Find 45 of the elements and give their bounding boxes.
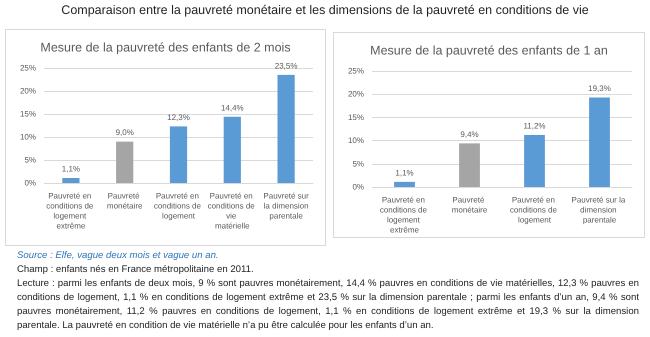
x-tick-label: Pauvreté en conditions de logement extrême	[380, 196, 430, 234]
y-tick-label: 20%	[20, 86, 36, 96]
bar	[116, 142, 134, 183]
data-label: 1,1%	[62, 164, 80, 174]
data-label: 9,0%	[116, 128, 134, 138]
y-tick-label: 10%	[20, 132, 36, 142]
data-label: 19,3%	[588, 84, 611, 93]
data-label: 14,4%	[220, 103, 244, 112]
bar	[62, 178, 80, 183]
y-tick-label: 5%	[24, 156, 36, 164]
bar	[224, 116, 241, 183]
text: Champ : enfants nés en France métropolitaine en 2011.	[17, 263, 255, 277]
x-tick-label: Pauvreté monétaire	[106, 192, 144, 210]
x-tick-label: Pauvreté en conditions de logement	[510, 196, 560, 224]
data-label: 1,1%	[395, 168, 414, 178]
y-tick-label: 15%	[348, 112, 364, 122]
bar	[524, 135, 545, 187]
x-tick-label: Pauvreté en conditions de logement	[154, 192, 204, 220]
bar	[394, 182, 415, 187]
x-tick-label: Pauvreté en conditions de vie matérielle	[208, 192, 257, 230]
y-tick-label: 0%	[24, 178, 36, 188]
bar	[170, 126, 188, 183]
bar	[277, 74, 295, 183]
y-tick-label: 10%	[348, 136, 364, 146]
data-label: 11,2%	[523, 122, 546, 131]
x-tick-label: Pauvreté en conditions de logement extrême	[46, 192, 96, 230]
y-tick-label: 25%	[20, 64, 36, 72]
y-tick-label: 20%	[348, 90, 364, 99]
y-tick-label: 0%	[352, 182, 364, 192]
text: Comparaison entre la pauvreté monétaire et les dimensions de la pauvreté en conditions de vie	[60, 3, 590, 17]
chart-title: Mesure de la pauvreté des enfants de 2 mois	[40, 40, 291, 54]
data-label: 23,5%	[274, 61, 298, 70]
bar	[459, 143, 480, 187]
x-tick-label: Pauvreté monétaire	[452, 196, 488, 214]
bar	[589, 97, 610, 187]
text: Lecture : parmi les enfants de deux mois, 9 % sont pauvres monétairement, 14,4 % pauvres en conditions de vie matérielles, 12,3 % pauvres en conditions de logement, 1,1 % en conditions de logement extrême et 23,5 % sur la dimension parentale ; parmi les enfants d’un an, 9,4 % sont pauvres monétairement, 11,2 % pauvres en conditions de logement, 1,1 % en conditions de logement extrême et 19,3 % sur la dimension parentale. La pauvreté en condition de vie matérielle n’a pu être calculée pour les enfants d’un an.	[17, 277, 639, 333]
source-note: Source : Elfe, vague deux mois et vague un an.	[17, 249, 220, 263]
x-tick-label: Pauvreté sur la dimension parentale	[571, 196, 628, 224]
x-tick-label: Pauvreté sur la dimension parentale	[261, 192, 311, 220]
data-label: 9,4%	[460, 130, 479, 139]
y-tick-label: 25%	[348, 66, 364, 76]
data-label: 12,3%	[167, 112, 190, 122]
chart-title: Mesure de la pauvreté des enfants de 1 an	[370, 44, 608, 58]
y-tick-label: 5%	[352, 159, 364, 168]
y-tick-label: 15%	[20, 110, 36, 118]
